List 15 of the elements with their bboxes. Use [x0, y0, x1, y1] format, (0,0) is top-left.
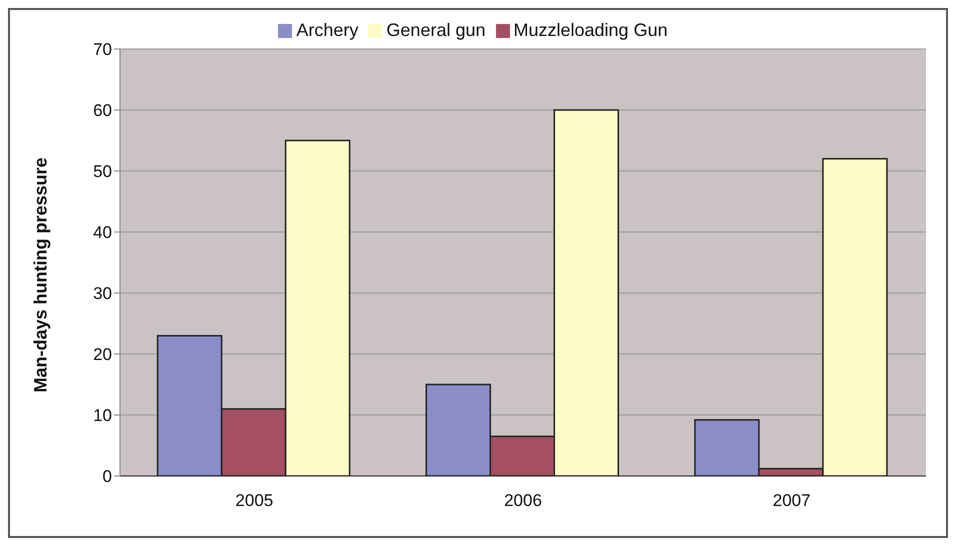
legend-label: General gun — [386, 20, 486, 40]
y-tick-label: 60 — [93, 101, 112, 120]
x-tick-label: 2006 — [504, 491, 542, 510]
y-tick-label: 10 — [93, 406, 112, 426]
y-tick-label: 0 — [102, 467, 112, 486]
x-tick-label: 2005 — [235, 491, 274, 510]
x-tick-label: 2007 — [772, 491, 811, 510]
y-tick-label: 20 — [93, 345, 112, 364]
legend-label: Archery — [296, 20, 358, 40]
y-tick-label: 50 — [93, 162, 112, 182]
legend-label: Muzzleloading Gun — [514, 20, 668, 40]
y-axis-title: Man-days hunting pressure — [30, 157, 50, 392]
y-tick-label: 30 — [93, 284, 112, 304]
y-tick-label: 70 — [93, 40, 112, 60]
y-tick-label: 40 — [93, 223, 112, 242]
